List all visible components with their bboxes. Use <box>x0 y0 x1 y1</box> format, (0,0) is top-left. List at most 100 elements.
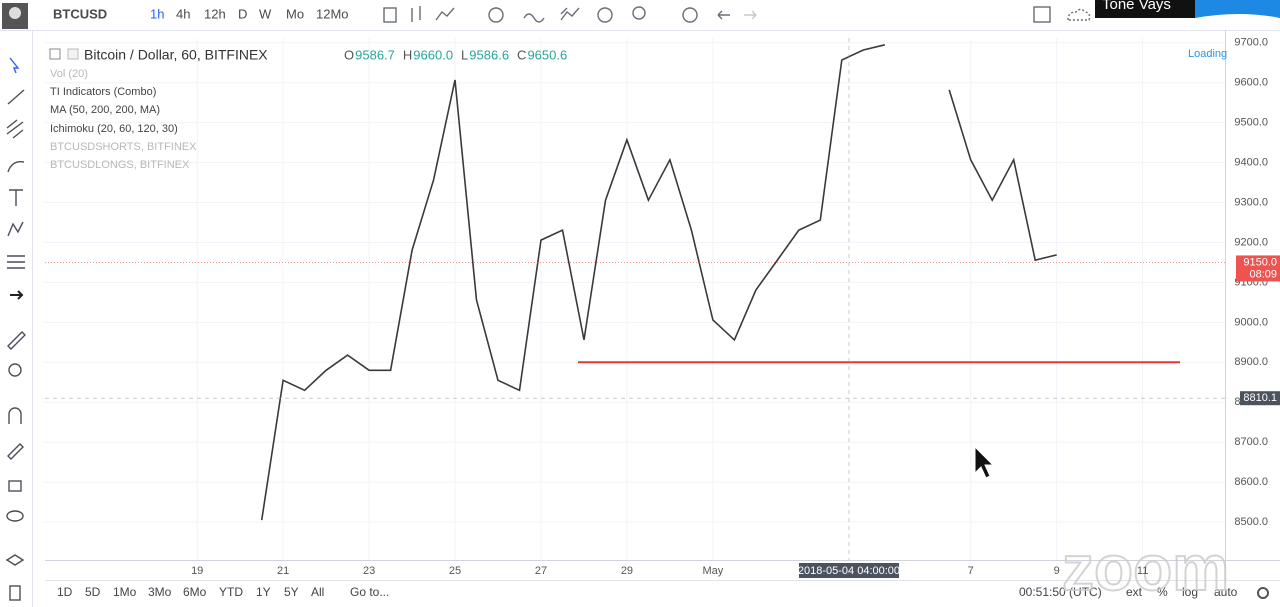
y-tick-label: 8700.0 <box>1234 436 1268 448</box>
presenter-box <box>1095 0 1195 18</box>
chart-style-icon[interactable] <box>383 7 397 23</box>
last-price-box <box>1236 255 1280 282</box>
ohlc-key: C <box>517 47 526 62</box>
zoom-tool[interactable] <box>8 363 22 377</box>
price-line <box>260 44 1057 521</box>
loading-status: Loading <box>1188 48 1227 60</box>
interval[interactable]: 1h <box>150 6 164 21</box>
text-tool[interactable] <box>9 189 23 206</box>
interval[interactable]: D <box>238 6 247 21</box>
range-button[interactable]: 1Y <box>256 585 271 599</box>
range-button[interactable]: 5Y <box>284 585 299 599</box>
y-tick-label: 9400.0 <box>1234 157 1268 169</box>
countdown-label: 08:09 <box>1249 268 1277 280</box>
ruler-tool[interactable] <box>7 331 26 350</box>
collapse-box[interactable] <box>49 48 61 60</box>
symbol[interactable]: BTCUSD <box>53 6 107 21</box>
magnet-tool[interactable] <box>8 407 22 424</box>
presenter-banner <box>1195 0 1280 18</box>
settings-icon[interactable] <box>1257 587 1269 599</box>
replay-icon[interactable] <box>682 7 698 23</box>
ohlc-key: H <box>403 47 412 62</box>
clock: 00:51:50 (UTC) <box>1019 585 1102 599</box>
drawing-tools <box>5 57 26 601</box>
indicators-icon[interactable] <box>488 7 504 23</box>
redo-icon[interactable] <box>744 10 757 20</box>
scale-option[interactable]: % <box>1157 585 1168 599</box>
indicator[interactable]: Vol (20) <box>50 68 88 80</box>
range-button[interactable]: 3Mo <box>148 585 172 599</box>
range-button[interactable]: 1Mo <box>113 585 137 599</box>
interval[interactable]: 4h <box>176 6 190 21</box>
x-tick-label: 25 <box>449 565 461 577</box>
scale-option[interactable]: ext <box>1126 585 1143 599</box>
interval[interactable]: W <box>259 6 272 21</box>
templates-icon[interactable] <box>560 7 580 21</box>
ohlc-key: O <box>344 47 354 62</box>
scale-option[interactable]: auto <box>1214 585 1238 599</box>
y-tick-label: 8900.0 <box>1234 356 1268 368</box>
remove-tool[interactable] <box>9 585 21 601</box>
x-tick-label: 23 <box>363 565 375 577</box>
alert-icon[interactable] <box>597 7 613 23</box>
ohlc-key: L <box>461 47 468 62</box>
range-button[interactable]: 5D <box>85 585 101 599</box>
range-button[interactable]: YTD <box>219 585 243 599</box>
indicator[interactable]: TI Indicators (Combo) <box>50 86 156 98</box>
indicator[interactable]: Ichimoku (20, 60, 120, 30) <box>50 123 178 135</box>
legend-title: Bitcoin / Dollar, 60, BITFINEX <box>84 47 268 63</box>
cloud-icon[interactable] <box>1067 8 1091 21</box>
lock-tool[interactable] <box>8 480 22 492</box>
y-tick-label: 9300.0 <box>1234 196 1268 208</box>
y-tick-label: 8500.0 <box>1234 516 1268 528</box>
indicator[interactable]: BTCUSDLONGS, BITFINEX <box>50 159 190 171</box>
interval[interactable]: 12h <box>204 6 226 21</box>
x-tick-label: 11 <box>1137 565 1148 577</box>
hide-tool[interactable] <box>6 510 24 522</box>
scale-option[interactable]: log <box>1182 585 1198 599</box>
y-tick-label: 9700.0 <box>1234 37 1268 49</box>
range-button[interactable]: 6Mo <box>183 585 207 599</box>
compare-icon[interactable] <box>435 7 455 21</box>
tree-tool[interactable] <box>5 554 25 566</box>
range-button[interactable]: 1D <box>57 585 73 599</box>
trend-line-tool[interactable] <box>7 89 25 105</box>
collapse-tool[interactable] <box>10 290 24 300</box>
y-tick-label: 9600.0 <box>1234 77 1268 89</box>
x-tick-label: 19 <box>191 565 203 577</box>
crosshair-time-box <box>798 563 899 578</box>
watermark: zoom <box>1062 532 1229 604</box>
line-icon[interactable] <box>523 13 545 23</box>
toolbar-icons <box>383 6 1091 23</box>
fullscreen-icon[interactable] <box>1033 6 1051 23</box>
y-tick-label: 9200.0 <box>1234 236 1268 248</box>
indicator[interactable]: BTCUSDSHORTS, BITFINEX <box>50 141 197 153</box>
ohlc: O 9586.7 H 9660.0 L 9586.6 C 9650.6 <box>344 47 567 62</box>
pattern-tool[interactable] <box>7 221 24 237</box>
cursor-tool[interactable] <box>9 57 20 74</box>
x-tick-label: 29 <box>621 565 633 577</box>
brush-tool[interactable] <box>7 161 25 173</box>
x-tick-label: 9 <box>1054 565 1060 577</box>
bars-icon[interactable] <box>411 6 421 22</box>
grid <box>45 38 1225 560</box>
y-tick-label: 9000.0 <box>1234 316 1268 328</box>
indicator[interactable]: MA (50, 200, 200, MA) <box>50 104 160 116</box>
undo-icon[interactable] <box>717 10 730 20</box>
ideas-icon[interactable] <box>632 6 646 20</box>
crosshair-price-label: 8810.1 <box>1243 392 1277 404</box>
goto-button[interactable]: Go to... <box>350 585 389 599</box>
range-button[interactable]: All <box>311 585 324 599</box>
interval[interactable]: 12Mo <box>316 6 349 21</box>
avatar-face <box>9 7 21 19</box>
interval[interactable]: Mo <box>286 6 304 21</box>
x-tick-label: 7 <box>968 565 974 577</box>
x-tick-label: May <box>703 565 724 577</box>
symbol-box <box>67 48 79 60</box>
prediction-tool[interactable] <box>7 255 25 269</box>
fib-tool[interactable] <box>6 119 24 139</box>
stay-drawing-tool[interactable] <box>7 443 24 460</box>
ohlc-value: 9586.6 <box>469 47 509 62</box>
